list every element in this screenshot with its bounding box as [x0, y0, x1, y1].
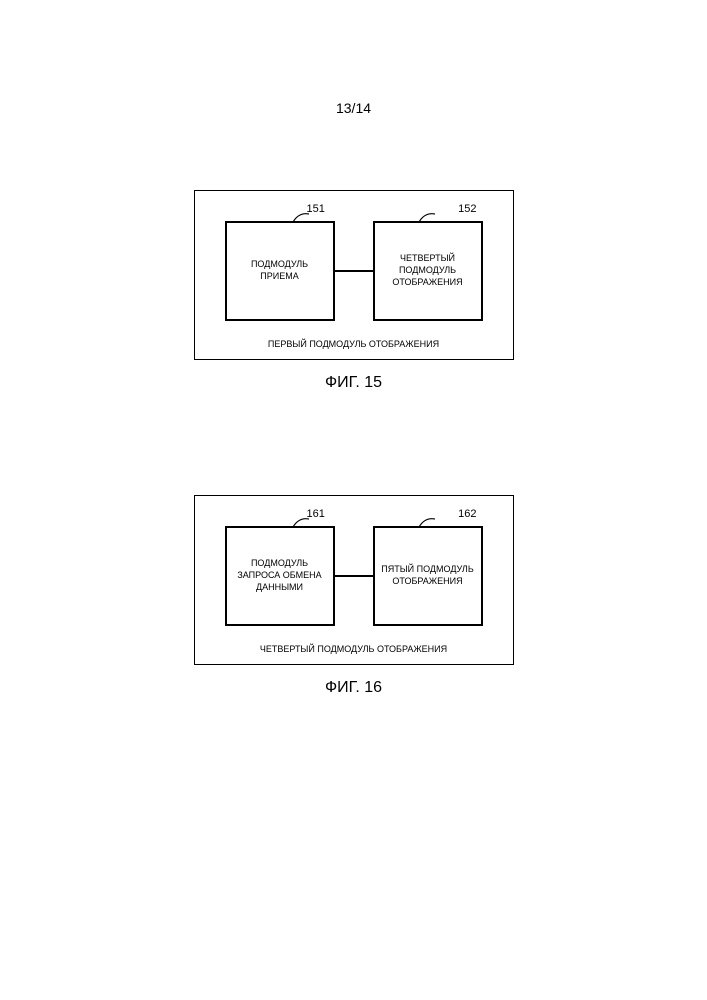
fig16-container: 161 162 ПОДМОДУЛЬ ЗАПРОСА ОБМЕНА ДАННЫМИ…: [194, 495, 514, 665]
page-number: 13/14: [336, 100, 371, 116]
fig15-container-label: ПЕРВЫЙ ПОДМОДУЛЬ ОТОБРАЖЕНИЯ: [268, 339, 439, 349]
fig16-right-ref: 162: [458, 508, 476, 520]
connector-line: [335, 270, 375, 272]
fig16-right-label: ПЯТЫЙ ПОДМОДУЛЬ ОТОБРАЖЕНИЯ: [380, 564, 476, 587]
figure-16: 161 162 ПОДМОДУЛЬ ЗАПРОСА ОБМЕНА ДАННЫМИ…: [194, 495, 514, 697]
connector-line: [335, 575, 375, 577]
fig15-left-box: ПОДМОДУЛЬ ПРИЕМА: [225, 221, 335, 321]
fig15-right-ref: 152: [458, 203, 476, 215]
fig15-caption: ФИГ. 15: [194, 374, 514, 392]
figure-15: 151 152 ПОДМОДУЛЬ ПРИЕМА ЧЕТВЕРТЫЙ ПОДМО…: [194, 190, 514, 392]
fig15-container: 151 152 ПОДМОДУЛЬ ПРИЕМА ЧЕТВЕРТЫЙ ПОДМО…: [194, 190, 514, 360]
fig16-container-label: ЧЕТВЕРТЫЙ ПОДМОДУЛЬ ОТОБРАЖЕНИЯ: [260, 644, 447, 654]
fig15-left-ref: 151: [307, 203, 325, 215]
fig15-right-box: ЧЕТВЕРТЫЙ ПОДМОДУЛЬ ОТОБРАЖЕНИЯ: [373, 221, 483, 321]
fig16-left-label: ПОДМОДУЛЬ ЗАПРОСА ОБМЕНА ДАННЫМИ: [232, 558, 328, 593]
fig16-caption: ФИГ. 16: [194, 679, 514, 697]
fig16-left-ref: 161: [307, 508, 325, 520]
fig16-right-box: ПЯТЫЙ ПОДМОДУЛЬ ОТОБРАЖЕНИЯ: [373, 526, 483, 626]
fig16-left-box: ПОДМОДУЛЬ ЗАПРОСА ОБМЕНА ДАННЫМИ: [225, 526, 335, 626]
fig15-right-label: ЧЕТВЕРТЫЙ ПОДМОДУЛЬ ОТОБРАЖЕНИЯ: [380, 253, 476, 288]
fig15-left-label: ПОДМОДУЛЬ ПРИЕМА: [232, 259, 328, 282]
